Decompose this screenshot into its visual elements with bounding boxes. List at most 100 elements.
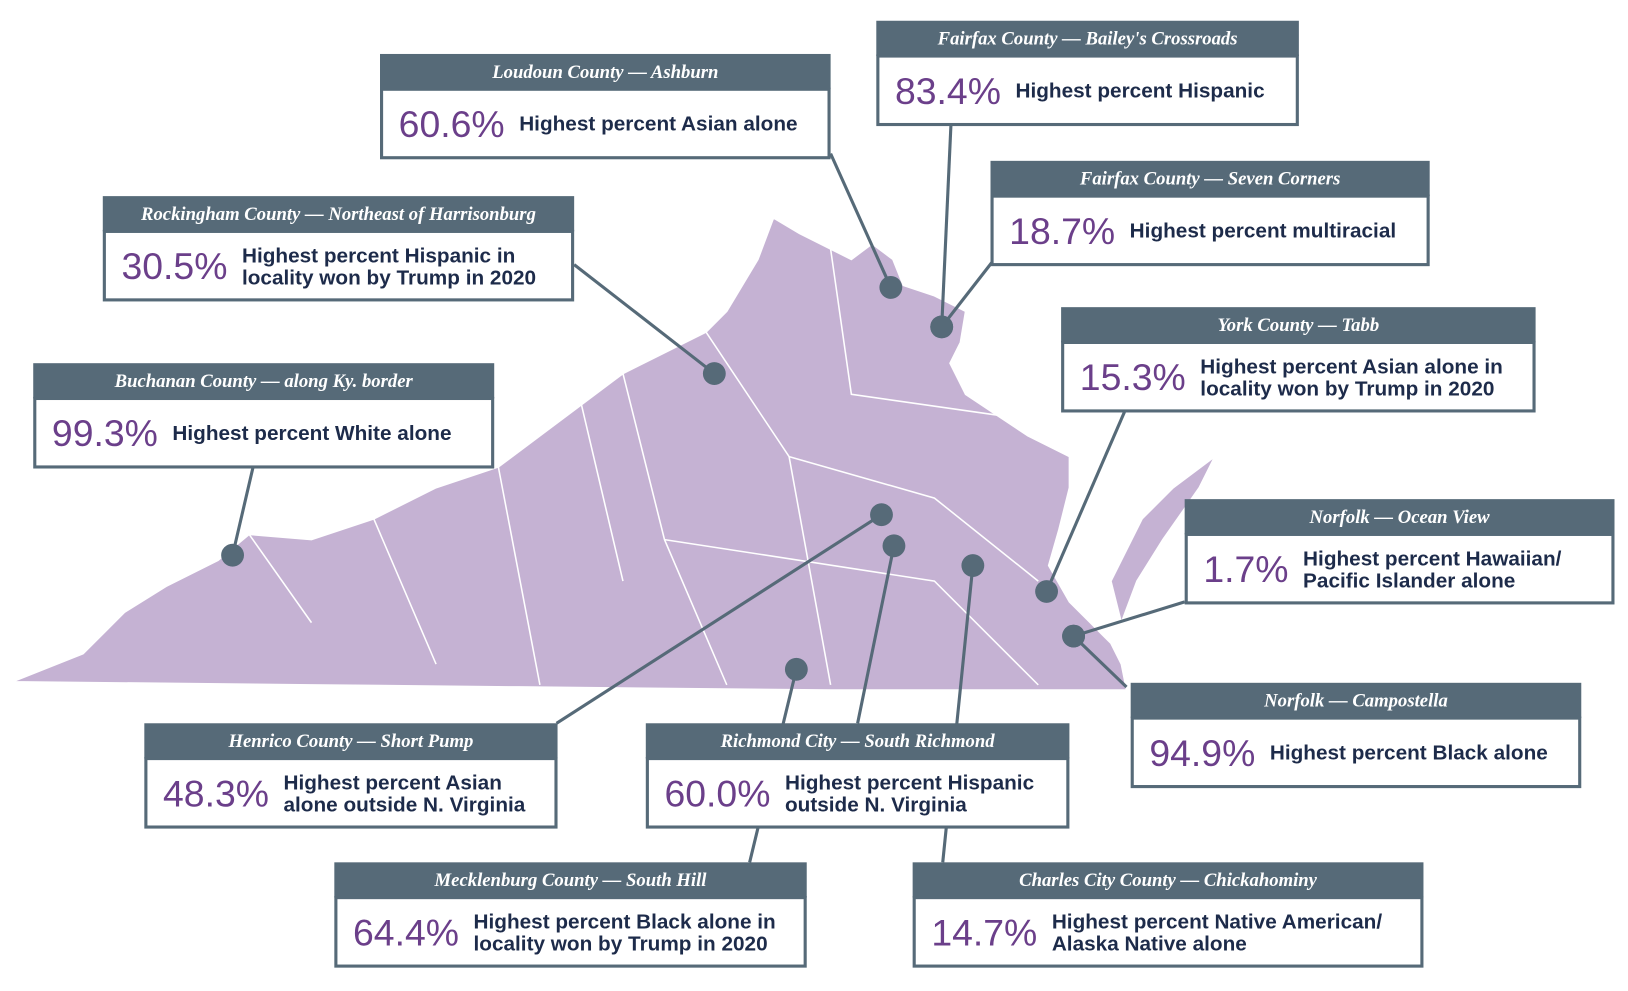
location-dot <box>961 554 985 577</box>
stat-description: Highest percent Hawaiian/ <box>1303 548 1562 571</box>
stat-value: 18.7% <box>1009 210 1115 252</box>
callouts: Loudoun County — Ashburn 60.6% Highest per… <box>33 20 1615 968</box>
callout-body <box>102 229 575 302</box>
stat-description: Highest percent Hispanic in <box>242 245 515 268</box>
callout: Charles City County — Chickahominy 14.7% H… <box>912 862 1424 968</box>
callout-body <box>1061 340 1536 413</box>
stat-value: 64.4% <box>353 911 459 953</box>
leader-line <box>940 260 994 328</box>
place-name: Rockingham County — Northeast of Harriso… <box>140 204 536 225</box>
place-name: Fairfax County — Seven Corners <box>1079 169 1340 190</box>
callout-header <box>1184 499 1615 535</box>
location-dot <box>870 503 893 527</box>
stat-value: 15.3% <box>1080 356 1186 398</box>
stat-value: 14.7% <box>931 911 1037 953</box>
location-dot <box>1035 580 1058 603</box>
leader-line <box>856 545 896 724</box>
stat-value: 30.5% <box>121 245 227 287</box>
stat-value: 48.3% <box>163 772 269 814</box>
callout-body <box>912 896 1424 968</box>
place-name: Fairfax County — Bailey's Crossroads <box>937 29 1238 50</box>
callout: Loudoun County — Ashburn 60.6% Highest per… <box>380 53 831 160</box>
stat-description: Highest percent multiracial <box>1130 220 1396 243</box>
place-name: Henrico County — Short Pump <box>227 731 473 752</box>
leader-line <box>940 122 953 327</box>
location-dot <box>784 657 808 681</box>
callout-header <box>380 53 831 90</box>
callout-body <box>334 896 807 968</box>
stat-value: 94.9% <box>1149 732 1255 774</box>
leader-line <box>1073 600 1186 638</box>
place-name: York County — Tabb <box>1217 315 1379 336</box>
stat-value: 99.3% <box>52 412 158 454</box>
callout-body <box>33 396 495 469</box>
stat-description: Highest percent Asian alone <box>519 113 797 136</box>
callout-header <box>990 160 1430 197</box>
callout-body <box>380 87 831 160</box>
leader-line <box>555 513 883 725</box>
leader-line <box>1045 411 1126 593</box>
stat-description: Highest percent Asian <box>284 772 502 795</box>
location-dot <box>221 543 244 567</box>
place-name: Norfolk — Ocean View <box>1309 507 1491 528</box>
callout-header <box>1130 682 1582 719</box>
stat-description: alone outside N. Virginia <box>284 793 526 816</box>
stat-value: 1.7% <box>1203 548 1288 590</box>
callout: Henrico County — Short Pump 48.3% Highest … <box>144 723 558 829</box>
leader-lines <box>221 122 1186 863</box>
stat-description: locality won by Trump in 2020 <box>1200 377 1494 400</box>
stat-description: Pacific Islander alone <box>1303 569 1515 592</box>
callout-body <box>876 54 1299 127</box>
stat-description: Highest percent Asian alone in <box>1200 356 1503 379</box>
location-dot <box>930 315 954 339</box>
place-name: Norfolk — Campostella <box>1263 691 1448 712</box>
place-name: Richmond City — South Richmond <box>720 731 996 752</box>
callout: Buchanan County — along Ky. border 99.3% H… <box>33 363 495 469</box>
stat-description: locality won by Trump in 2020 <box>242 266 536 289</box>
callout: Mecklenburg County — South Hill 64.4% High… <box>334 862 807 968</box>
callout-header <box>876 20 1299 57</box>
leader-line <box>573 263 716 375</box>
stat-description: Alaska Native alone <box>1052 933 1247 956</box>
virginia-map <box>12 216 1216 691</box>
stat-value: 60.0% <box>664 772 770 814</box>
location-dot <box>702 362 726 385</box>
location-dot <box>879 276 903 299</box>
leader-line <box>231 465 255 556</box>
stat-description: Highest percent Black alone in <box>474 911 776 934</box>
callout-header <box>912 862 1424 898</box>
callout: Norfolk — Campostella 94.9% Highest percen… <box>1130 682 1582 789</box>
leader-line <box>829 152 893 289</box>
callout: Rockingham County — Northeast of Harriso… <box>102 196 575 302</box>
callout: Richmond City — South Richmond 60.0% Highe… <box>645 723 1070 829</box>
stat-description: locality won by Trump in 2020 <box>474 933 768 956</box>
location-dot <box>1062 624 1085 648</box>
stat-value: 83.4% <box>895 70 1001 112</box>
stat-description: outside N. Virginia <box>785 793 967 816</box>
county-lines <box>248 248 1039 686</box>
place-name: Charles City County — Chickahominy <box>1019 870 1318 891</box>
stat-description: Highest percent Black alone <box>1270 742 1548 765</box>
callout: Fairfax County — Bailey's Crossroads 83.4… <box>876 20 1299 127</box>
callout-body <box>144 756 558 829</box>
callout-body <box>1130 716 1582 789</box>
stat-description: Highest percent White alone <box>172 422 451 445</box>
place-name: Buchanan County — along Ky. border <box>114 371 414 392</box>
leader-line <box>1072 634 1128 689</box>
location-dot <box>882 534 906 558</box>
stat-value: 60.6% <box>399 103 505 145</box>
callout-header <box>334 862 807 898</box>
state-shape <box>12 216 1128 691</box>
callout-header <box>645 723 1070 759</box>
callout: Fairfax County — Seven Corners 18.7% Highe… <box>990 160 1430 267</box>
callout-header <box>102 196 575 232</box>
place-name: Loudoun County — Ashburn <box>491 62 718 83</box>
callout: York County — Tabb 15.3% Highest percent A… <box>1061 307 1536 413</box>
place-name: Mecklenburg County — South Hill <box>434 870 708 891</box>
callout-header <box>33 363 495 399</box>
stat-description: Highest percent Hispanic <box>1015 80 1264 103</box>
callout-header <box>144 723 558 759</box>
callout-header <box>1061 307 1536 343</box>
callout: Norfolk — Ocean View 1.7% Highest percent … <box>1184 499 1615 605</box>
